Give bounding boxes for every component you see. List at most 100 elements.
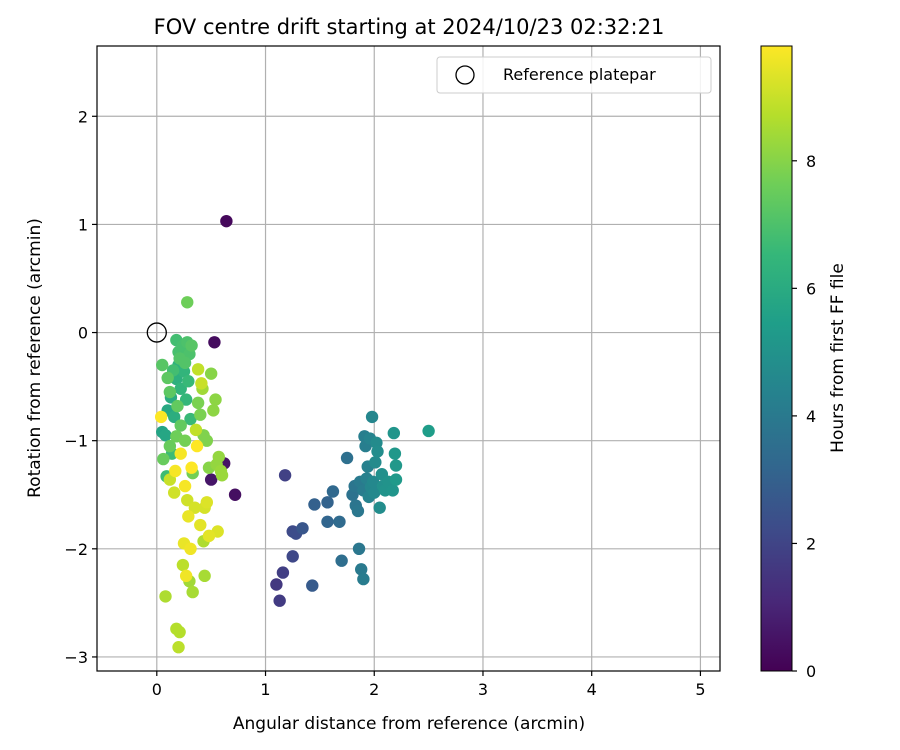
data-point <box>159 590 172 603</box>
data-point <box>270 578 283 591</box>
data-point <box>308 498 321 511</box>
data-point <box>204 473 218 486</box>
data-point <box>195 377 208 390</box>
x-tick-label: 0 <box>152 680 162 699</box>
data-point <box>386 484 399 497</box>
data-point <box>366 475 380 488</box>
legend: Reference platepar <box>436 56 712 94</box>
data-point <box>163 439 177 453</box>
colorbar-tick-label: 8 <box>806 152 816 171</box>
data-point <box>204 367 218 380</box>
data-point <box>209 393 222 406</box>
data-point <box>357 572 370 586</box>
data-point <box>190 439 204 453</box>
data-point <box>351 504 365 518</box>
data-point <box>228 488 242 501</box>
reference-platepar-marker <box>146 322 167 343</box>
data-point <box>321 515 334 528</box>
data-point <box>157 452 170 466</box>
colorbar-tick-label: 6 <box>806 279 816 298</box>
data-point <box>212 450 225 464</box>
data-point <box>167 410 181 424</box>
data-point <box>171 399 184 413</box>
data-point <box>389 459 403 472</box>
data-point <box>179 393 193 406</box>
data-point <box>189 423 203 437</box>
data-point <box>179 569 193 583</box>
data-point <box>181 296 194 309</box>
data-point <box>178 434 192 447</box>
data-point <box>373 501 386 514</box>
data-point <box>191 396 205 410</box>
legend-label-reference: Reference platepar <box>503 65 656 84</box>
x-tick-label: 3 <box>478 680 488 699</box>
data-point <box>169 464 182 478</box>
x-tick-label: 2 <box>369 680 379 699</box>
data-point <box>306 579 319 592</box>
y-tick-label: 0 <box>78 324 88 343</box>
y-axis-label: Rotation from reference (arcmin) <box>25 218 45 498</box>
data-point <box>167 486 181 499</box>
data-point <box>273 594 286 607</box>
data-point <box>321 496 334 509</box>
data-point <box>389 473 403 486</box>
data-point <box>200 434 214 447</box>
y-tick-label: −1 <box>64 432 88 451</box>
data-point <box>182 510 195 523</box>
data-point <box>368 486 381 499</box>
data-point <box>422 424 435 438</box>
data-point <box>278 469 292 482</box>
reference-marker-layer <box>146 322 167 343</box>
colorbar-label: Hours from first FF file <box>828 263 848 453</box>
data-point <box>170 622 183 636</box>
chart-title: FOV centre drift starting at 2024/10/23 … <box>154 15 665 39</box>
data-point <box>355 563 368 576</box>
data-point <box>172 641 185 654</box>
data-point <box>335 554 348 567</box>
data-point <box>178 356 192 370</box>
data-points <box>154 214 435 654</box>
legend-box <box>436 56 712 94</box>
data-point <box>326 485 340 498</box>
data-point <box>156 358 169 372</box>
data-point <box>191 363 205 376</box>
data-point <box>176 558 190 572</box>
data-point <box>200 496 214 509</box>
data-point <box>207 404 220 417</box>
data-point <box>194 408 207 421</box>
data-point <box>174 382 187 395</box>
data-point <box>182 375 195 388</box>
plot-area-frame <box>96 45 721 672</box>
x-tick-label: 4 <box>587 680 597 699</box>
data-point <box>340 451 354 465</box>
grid <box>97 46 720 671</box>
data-point <box>178 479 192 493</box>
data-point <box>387 426 401 440</box>
x-tick-label: 5 <box>695 680 705 699</box>
data-point <box>220 214 233 228</box>
colorbar-ticks: 0 2 4 6 8 <box>792 152 816 681</box>
data-point <box>365 410 379 424</box>
data-point <box>286 550 299 563</box>
x-tick-label: 1 <box>260 680 270 699</box>
data-point <box>174 447 187 460</box>
data-point <box>296 522 309 535</box>
data-point <box>184 412 197 426</box>
y-tick-label: −3 <box>64 648 88 667</box>
data-point <box>186 585 199 599</box>
data-point <box>198 569 211 583</box>
data-point <box>388 447 402 460</box>
data-point <box>185 339 198 352</box>
data-point <box>188 501 202 514</box>
y-tick-label: 2 <box>78 107 88 126</box>
data-point <box>159 429 172 442</box>
data-point <box>181 493 194 507</box>
data-point <box>184 542 197 556</box>
data-point <box>371 445 384 458</box>
colorbar-tick-label: 4 <box>806 407 816 426</box>
x-axis-label: Angular distance from reference (arcmin) <box>233 714 585 734</box>
data-point <box>174 419 187 432</box>
data-point <box>333 515 346 528</box>
data-point <box>154 410 168 424</box>
